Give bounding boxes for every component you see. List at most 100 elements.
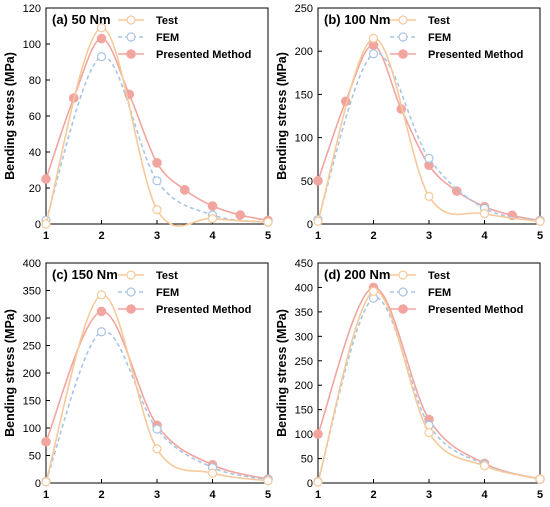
- y-tick-label: 400: [295, 282, 313, 294]
- y-tick-label: 150: [295, 89, 313, 101]
- y-tick-label: 100: [295, 133, 313, 145]
- y-tick-label: 120: [23, 3, 41, 15]
- y-axis-label: Bending stress (MPa): [275, 309, 289, 437]
- x-tick-label: 2: [370, 489, 376, 501]
- y-tick-label: 0: [307, 219, 313, 231]
- legend-label: FEM: [428, 287, 451, 299]
- data-point-test: [535, 216, 545, 227]
- y-axis-label: Bending stress (MPa): [275, 52, 289, 180]
- legend-label: Presented Method: [156, 49, 251, 61]
- y-tick-label: 300: [295, 331, 313, 343]
- x-tick-label: 5: [537, 230, 543, 242]
- data-point-fem: [424, 153, 434, 163]
- series-line-presented-method: [45, 310, 269, 480]
- data-point-presented-method: [96, 33, 107, 44]
- data-point-test: [313, 216, 323, 227]
- data-point-presented-method: [41, 436, 51, 447]
- x-tick-label: 1: [43, 489, 49, 501]
- panel-title: (c) 150 Nm: [52, 267, 118, 282]
- legend-entry: Test: [390, 270, 450, 282]
- x-tick-label: 1: [315, 489, 321, 501]
- legend-marker: [398, 49, 408, 59]
- y-tick-label: 0: [35, 219, 41, 231]
- data-point-test: [368, 33, 379, 43]
- x-tick-label: 1: [43, 230, 49, 242]
- y-tick-label: 200: [295, 380, 313, 392]
- data-point-presented-method: [179, 185, 190, 195]
- legend-marker: [398, 15, 408, 25]
- legend-entry: Presented Method: [118, 49, 251, 61]
- data-point-test: [41, 219, 51, 229]
- y-tick-label: 350: [295, 307, 313, 319]
- data-point-fem: [152, 424, 162, 434]
- data-point-presented-method: [235, 210, 246, 220]
- legend-entry: Test: [390, 15, 450, 27]
- data-point-test: [479, 461, 490, 471]
- legend-entry: Presented Method: [118, 304, 251, 316]
- data-point-test: [535, 474, 545, 484]
- legend-marker: [126, 287, 136, 297]
- y-tick-label: 250: [295, 356, 313, 368]
- series-line-presented-method: [317, 286, 541, 480]
- y-tick-label: 60: [29, 111, 41, 123]
- chart-panel-3: 0 50 100 150 200 250 300 350 400 1 2 3 4 5 Bending str…: [3, 258, 273, 501]
- data-point-test: [207, 468, 218, 478]
- chart-panel-4: 0 50 100 150 200 250 300 350 400 450 1 2 3 4 5 Bending …: [275, 258, 545, 501]
- legend-label: FEM: [156, 287, 179, 299]
- y-tick-label: 50: [301, 454, 313, 466]
- data-point-fem: [96, 327, 107, 337]
- y-tick-label: 350: [23, 286, 41, 298]
- legend-entry: FEM: [390, 287, 451, 299]
- legend-marker: [398, 270, 408, 280]
- legend-label: FEM: [156, 32, 179, 44]
- legend-label: Presented Method: [428, 304, 523, 316]
- legend-marker: [126, 15, 136, 25]
- legend-entry: FEM: [390, 32, 451, 44]
- x-tick-label: 4: [481, 230, 488, 242]
- data-point-presented-method: [313, 176, 323, 186]
- legend-label: Test: [428, 15, 450, 27]
- y-axis-label: Bending stress (MPa): [3, 309, 17, 437]
- y-tick-label: 50: [29, 451, 41, 463]
- y-tick-label: 100: [23, 423, 41, 435]
- data-point-presented-method: [96, 306, 107, 317]
- y-tick-label: 100: [23, 39, 41, 51]
- y-tick-label: 300: [23, 313, 41, 325]
- data-point-test: [479, 209, 490, 219]
- x-tick-label: 2: [98, 489, 104, 501]
- x-tick-label: 3: [426, 489, 432, 501]
- legend-entry: Presented Method: [390, 49, 523, 61]
- y-tick-label: 0: [35, 478, 41, 490]
- y-tick-label: 0: [307, 478, 313, 490]
- legend-marker: [126, 49, 136, 59]
- y-tick-label: 50: [301, 176, 313, 188]
- data-point-test: [207, 214, 218, 224]
- legend-marker: [398, 304, 408, 314]
- x-tick-label: 2: [370, 230, 376, 242]
- x-tick-label: 4: [209, 230, 216, 242]
- x-tick-label: 5: [265, 230, 271, 242]
- data-point-test: [424, 191, 434, 201]
- data-point-test: [152, 444, 162, 454]
- data-point-presented-method: [152, 158, 162, 168]
- data-point-presented-method: [451, 186, 462, 196]
- legend-label: Test: [156, 15, 178, 27]
- y-tick-label: 150: [23, 396, 41, 408]
- chart-panel-1: 0 20 40 60 80 100 120 1 2 3 4 5 Bending stress (MPa)…: [3, 3, 273, 242]
- y-axis-label: Bending stress (MPa): [3, 52, 17, 180]
- data-point-test: [152, 205, 162, 215]
- y-tick-label: 200: [23, 368, 41, 380]
- legend-label: Presented Method: [428, 49, 523, 61]
- legend-marker: [126, 270, 136, 280]
- y-tick-label: 450: [295, 258, 313, 270]
- x-tick-label: 1: [315, 230, 321, 242]
- chart-panel-2: 0 50 100 150 200 250 1 2 3 4 5 Bending stress (MPa)…: [275, 3, 545, 242]
- legend-entry: Presented Method: [390, 304, 523, 316]
- x-tick-label: 4: [481, 489, 488, 501]
- data-point-test: [424, 428, 434, 438]
- series-line-fem: [45, 55, 269, 223]
- series-line-fem: [45, 330, 269, 482]
- x-tick-label: 3: [426, 230, 432, 242]
- legend-entry: Test: [118, 270, 178, 282]
- data-point-test: [96, 290, 107, 300]
